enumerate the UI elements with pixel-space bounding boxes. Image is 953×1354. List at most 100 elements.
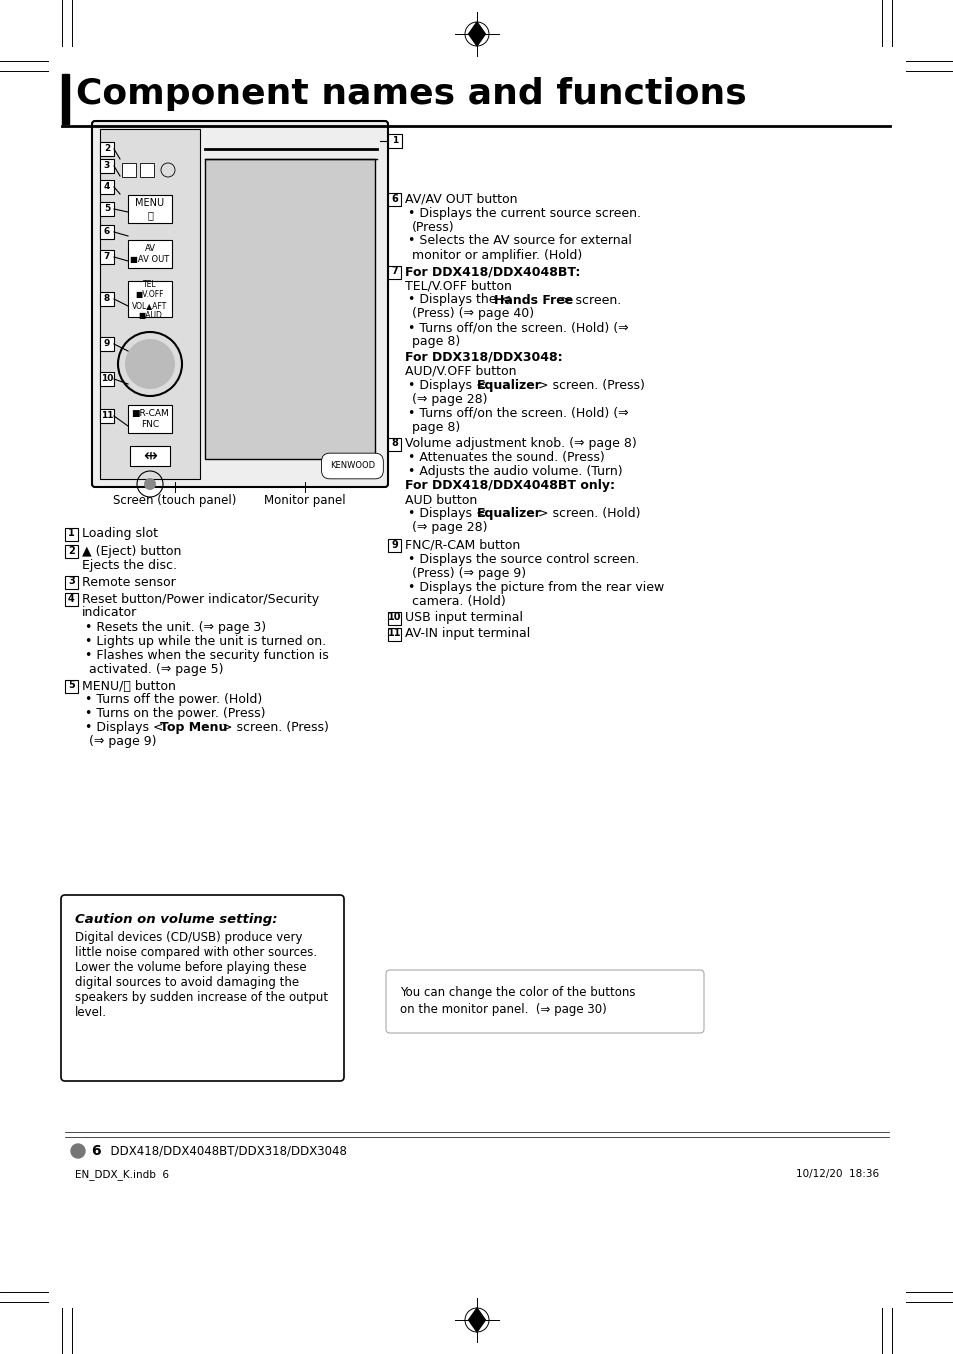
Text: Monitor panel: Monitor panel xyxy=(264,494,345,506)
Text: 3: 3 xyxy=(104,161,110,171)
Text: Caution on volume setting:: Caution on volume setting: xyxy=(75,913,277,926)
Text: digital sources to avoid damaging the: digital sources to avoid damaging the xyxy=(75,976,299,988)
Text: Component names and functions: Component names and functions xyxy=(76,77,746,111)
Text: level.: level. xyxy=(75,1006,107,1020)
Bar xyxy=(100,409,113,422)
Bar xyxy=(128,405,172,433)
Text: MENU
⏻: MENU ⏻ xyxy=(135,198,164,219)
Bar xyxy=(140,162,153,177)
Text: For DDX418/DDX4048BT:: For DDX418/DDX4048BT: xyxy=(405,265,579,279)
Text: • Displays <: • Displays < xyxy=(408,508,486,520)
Text: • Attenuates the sound. (Press): • Attenuates the sound. (Press) xyxy=(408,451,604,464)
Text: • Displays <: • Displays < xyxy=(85,722,163,734)
Text: ⇹: ⇹ xyxy=(143,447,157,464)
Polygon shape xyxy=(468,22,485,46)
Circle shape xyxy=(71,1144,85,1158)
Bar xyxy=(388,192,400,206)
Text: • Turns off the power. (Hold): • Turns off the power. (Hold) xyxy=(85,693,262,707)
Bar xyxy=(100,158,113,173)
Bar xyxy=(122,162,136,177)
Text: (Press) (⇒ page 40): (Press) (⇒ page 40) xyxy=(412,307,534,321)
Text: little noise compared with other sources.: little noise compared with other sources… xyxy=(75,946,316,959)
Text: • Resets the unit. (⇒ page 3): • Resets the unit. (⇒ page 3) xyxy=(85,620,266,634)
Text: • Turns off/on the screen. (Hold) (⇒: • Turns off/on the screen. (Hold) (⇒ xyxy=(408,321,628,334)
Text: (Press) (⇒ page 9): (Press) (⇒ page 9) xyxy=(412,566,525,580)
Text: 7: 7 xyxy=(391,267,397,276)
Text: 9: 9 xyxy=(104,338,111,348)
Text: ■R-CAM
FNC: ■R-CAM FNC xyxy=(131,409,169,429)
Text: • Turns off/on the screen. (Hold) (⇒: • Turns off/on the screen. (Hold) (⇒ xyxy=(408,406,628,420)
Bar xyxy=(100,225,113,240)
Text: • Flashes when the security function is: • Flashes when the security function is xyxy=(85,649,329,662)
Text: MENU/⏻ button: MENU/⏻ button xyxy=(82,680,175,692)
Text: • Displays the current source screen.: • Displays the current source screen. xyxy=(408,207,640,219)
FancyBboxPatch shape xyxy=(91,121,388,487)
Text: 11: 11 xyxy=(101,412,113,420)
Bar xyxy=(128,195,172,223)
Text: 6: 6 xyxy=(91,1144,100,1158)
Bar xyxy=(65,528,78,540)
Bar xyxy=(128,282,172,317)
Bar xyxy=(100,372,113,386)
Text: • Adjusts the audio volume. (Turn): • Adjusts the audio volume. (Turn) xyxy=(408,466,622,478)
Text: page 8): page 8) xyxy=(412,421,459,433)
Text: speakers by sudden increase of the output: speakers by sudden increase of the outpu… xyxy=(75,991,328,1005)
Bar xyxy=(100,180,113,194)
Text: 2: 2 xyxy=(104,144,110,153)
Text: > screen.: > screen. xyxy=(560,294,620,306)
Text: EN_DDX_K.indb  6: EN_DDX_K.indb 6 xyxy=(75,1169,169,1179)
Text: Loading slot: Loading slot xyxy=(82,528,158,540)
Text: AV/AV OUT button: AV/AV OUT button xyxy=(405,192,517,206)
Text: page 8): page 8) xyxy=(412,336,459,348)
Text: ▲ (Eject) button: ▲ (Eject) button xyxy=(82,544,181,558)
Text: 8: 8 xyxy=(104,294,110,303)
Text: AUD button: AUD button xyxy=(405,493,476,506)
Bar xyxy=(100,202,113,217)
Text: 7: 7 xyxy=(104,252,111,261)
Text: • Displays the picture from the rear view: • Displays the picture from the rear vie… xyxy=(408,581,663,593)
Bar xyxy=(388,627,400,640)
Text: 5: 5 xyxy=(104,204,110,213)
Text: Ejects the disc.: Ejects the disc. xyxy=(82,558,177,571)
Text: Remote sensor: Remote sensor xyxy=(82,575,175,589)
Text: on the monitor panel.  (⇒ page 30): on the monitor panel. (⇒ page 30) xyxy=(399,1003,606,1016)
Text: • Lights up while the unit is turned on.: • Lights up while the unit is turned on. xyxy=(85,635,326,647)
Text: activated. (⇒ page 5): activated. (⇒ page 5) xyxy=(89,662,223,676)
Text: monitor or amplifier. (Hold): monitor or amplifier. (Hold) xyxy=(412,249,581,261)
Bar xyxy=(388,134,401,148)
Text: Hands Free: Hands Free xyxy=(494,294,573,306)
Polygon shape xyxy=(468,1308,485,1332)
Text: > screen. (Press): > screen. (Press) xyxy=(537,379,644,391)
Text: 4: 4 xyxy=(104,181,111,191)
Text: • Displays <: • Displays < xyxy=(408,379,486,391)
Bar xyxy=(388,265,400,279)
Text: 10/12/20  18:36: 10/12/20 18:36 xyxy=(795,1169,878,1179)
Text: (Press): (Press) xyxy=(412,221,455,233)
Text: Equalizer: Equalizer xyxy=(476,508,541,520)
FancyBboxPatch shape xyxy=(61,895,344,1080)
FancyBboxPatch shape xyxy=(386,969,703,1033)
Text: 10: 10 xyxy=(387,612,401,623)
Text: You can change the color of the buttons: You can change the color of the buttons xyxy=(399,986,635,999)
Text: DDX418/DDX4048BT/DDX318/DDX3048: DDX418/DDX4048BT/DDX318/DDX3048 xyxy=(103,1144,347,1158)
Text: Volume adjustment knob. (⇒ page 8): Volume adjustment knob. (⇒ page 8) xyxy=(405,437,636,451)
Bar xyxy=(388,539,400,551)
Bar xyxy=(100,129,200,479)
Text: 1: 1 xyxy=(392,135,397,145)
Text: 2: 2 xyxy=(68,546,74,555)
Text: • Turns on the power. (Press): • Turns on the power. (Press) xyxy=(85,708,265,720)
Text: Lower the volume before playing these: Lower the volume before playing these xyxy=(75,961,306,974)
Bar xyxy=(100,142,113,156)
Bar xyxy=(130,445,170,466)
Text: camera. (Hold): camera. (Hold) xyxy=(412,594,505,608)
Text: > screen. (Press): > screen. (Press) xyxy=(222,722,329,734)
Text: • Displays the <: • Displays the < xyxy=(408,294,511,306)
Text: KENWOOD: KENWOOD xyxy=(330,462,375,470)
Circle shape xyxy=(144,478,156,490)
Text: TEL/V.OFF button: TEL/V.OFF button xyxy=(405,279,512,292)
Bar xyxy=(62,74,69,125)
Text: • Displays the source control screen.: • Displays the source control screen. xyxy=(408,552,639,566)
Bar xyxy=(65,544,78,558)
Bar xyxy=(388,437,400,451)
Text: • Selects the AV source for external: • Selects the AV source for external xyxy=(408,234,631,248)
